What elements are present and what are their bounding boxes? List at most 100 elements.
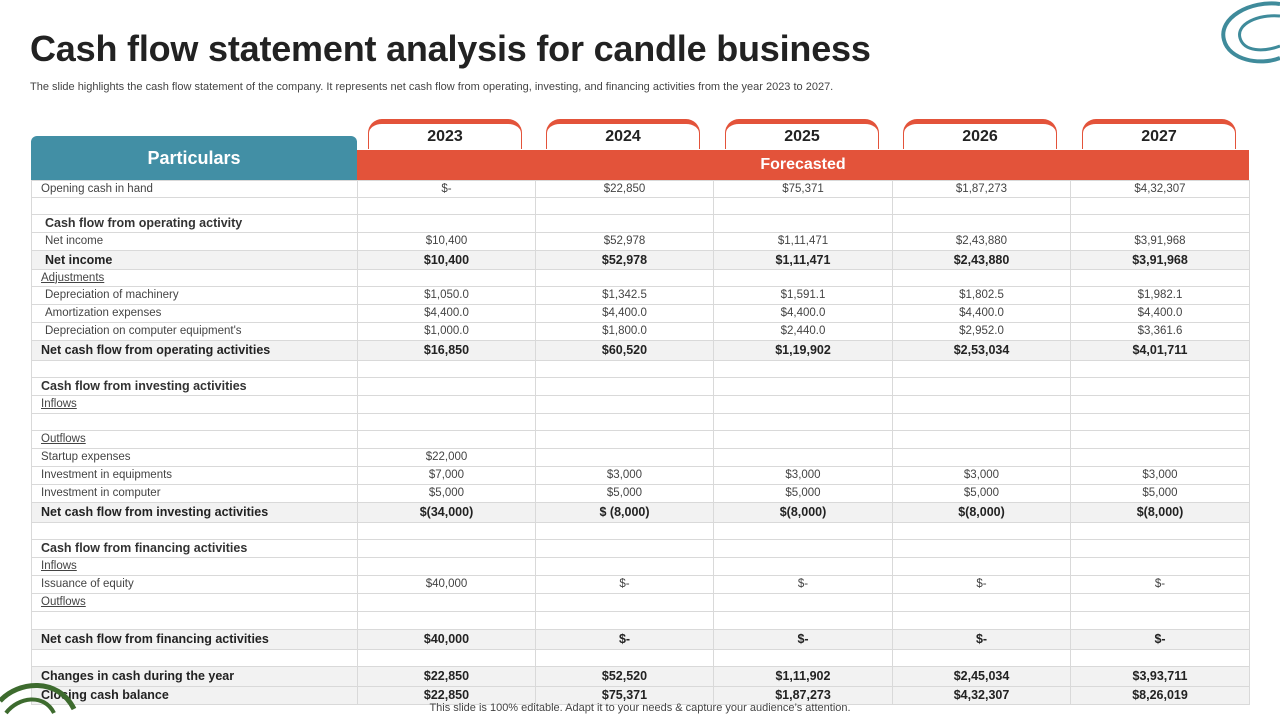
row-value-2027: $8,26,019 xyxy=(1070,686,1250,705)
table-row: Net cash flow from investing activities $… xyxy=(31,502,1250,523)
row-value-2024 xyxy=(535,522,714,540)
row-value-2023 xyxy=(357,593,536,612)
table-row: Adjustments xyxy=(31,269,1250,287)
year-header-2023: 2023 xyxy=(368,119,522,149)
row-label xyxy=(31,360,358,378)
row-value-2023 xyxy=(357,360,536,378)
row-value-2027: $3,000 xyxy=(1070,466,1250,485)
row-value-2023 xyxy=(357,539,536,558)
row-value-2027 xyxy=(1070,448,1250,467)
row-value-2025: $2,440.0 xyxy=(713,322,893,341)
row-value-2025: $1,11,471 xyxy=(713,250,893,270)
row-value-2027: $3,91,968 xyxy=(1070,250,1250,270)
row-value-2027: $- xyxy=(1070,575,1250,594)
row-value-2023: $10,400 xyxy=(357,250,536,270)
table-row: Inflows xyxy=(31,557,1250,576)
decorative-swirl-top-right xyxy=(1220,0,1280,75)
table-row xyxy=(31,522,1250,540)
row-value-2027 xyxy=(1070,649,1250,667)
row-value-2025 xyxy=(713,522,893,540)
row-value-2026: $2,53,034 xyxy=(892,340,1071,361)
row-value-2027 xyxy=(1070,611,1250,630)
row-value-2025: $3,000 xyxy=(713,466,893,485)
year-header-2025: 2025 xyxy=(725,119,879,149)
row-value-2027: $- xyxy=(1070,629,1250,650)
row-value-2025 xyxy=(713,214,893,233)
row-value-2026: $1,87,273 xyxy=(892,180,1071,198)
row-value-2023: $1,000.0 xyxy=(357,322,536,341)
row-value-2026: $- xyxy=(892,575,1071,594)
row-value-2024: $1,342.5 xyxy=(535,286,714,305)
row-value-2026 xyxy=(892,522,1071,540)
row-value-2024: $75,371 xyxy=(535,686,714,705)
row-value-2025: $- xyxy=(713,629,893,650)
row-value-2024: $5,000 xyxy=(535,484,714,503)
row-value-2023 xyxy=(357,197,536,215)
table-row: Cash flow from investing activities xyxy=(31,377,1250,396)
row-value-2024: $- xyxy=(535,575,714,594)
row-label: Changes in cash during the year xyxy=(31,666,358,687)
row-value-2024 xyxy=(535,430,714,449)
row-value-2026 xyxy=(892,593,1071,612)
row-value-2026 xyxy=(892,557,1071,576)
row-value-2026: $4,32,307 xyxy=(892,686,1071,705)
row-value-2023 xyxy=(357,522,536,540)
row-value-2023: $4,400.0 xyxy=(357,304,536,323)
table-row: Depreciation on computer equipment's $1,0… xyxy=(31,322,1250,341)
table-row: Cash flow from operating activity xyxy=(31,214,1250,233)
year-header-2027: 2027 xyxy=(1082,119,1236,149)
row-value-2023 xyxy=(357,214,536,233)
row-value-2023: $22,850 xyxy=(357,666,536,687)
row-value-2026 xyxy=(892,430,1071,449)
row-value-2025 xyxy=(713,269,893,287)
row-value-2027 xyxy=(1070,539,1250,558)
row-label: Net cash flow from investing activities xyxy=(31,502,358,523)
row-value-2024: $4,400.0 xyxy=(535,304,714,323)
row-value-2025 xyxy=(713,557,893,576)
row-value-2025 xyxy=(713,539,893,558)
row-value-2026: $4,400.0 xyxy=(892,304,1071,323)
row-value-2026 xyxy=(892,448,1071,467)
row-value-2027: $3,93,711 xyxy=(1070,666,1250,687)
table-row: Inflows xyxy=(31,395,1250,414)
table-row: Closing cash balance $22,850 $75,371 $1,87,… xyxy=(31,686,1250,705)
row-label: Inflows xyxy=(31,395,358,414)
row-value-2023: $7,000 xyxy=(357,466,536,485)
row-value-2026: $- xyxy=(892,629,1071,650)
row-label: Startup expenses xyxy=(31,448,358,467)
row-value-2027 xyxy=(1070,197,1250,215)
table-row: Issuance of equity $40,000 $- $- $- $- xyxy=(31,575,1250,594)
row-value-2026: $2,43,880 xyxy=(892,250,1071,270)
decorative-swirl-bottom-left xyxy=(0,679,80,720)
row-value-2025 xyxy=(713,430,893,449)
particulars-header: Particulars xyxy=(31,136,357,180)
row-label xyxy=(31,522,358,540)
row-value-2023: $(34,000) xyxy=(357,502,536,523)
table-row xyxy=(31,611,1250,630)
row-label: Net cash flow from financing activities xyxy=(31,629,358,650)
row-value-2024: $52,978 xyxy=(535,250,714,270)
row-label: Cash flow from operating activity xyxy=(31,214,358,233)
row-value-2023: $22,000 xyxy=(357,448,536,467)
table-row: Changes in cash during the year $22,850 $5… xyxy=(31,666,1250,687)
row-value-2025: $4,400.0 xyxy=(713,304,893,323)
row-value-2024 xyxy=(535,611,714,630)
row-value-2025: $- xyxy=(713,575,893,594)
row-value-2024 xyxy=(535,593,714,612)
row-value-2024 xyxy=(535,269,714,287)
table-row: Cash flow from financing activities xyxy=(31,539,1250,558)
row-value-2026 xyxy=(892,377,1071,396)
table-row: Net cash flow from operating activities $… xyxy=(31,340,1250,361)
row-label: Cash flow from financing activities xyxy=(31,539,358,558)
row-value-2024: $ (8,000) xyxy=(535,502,714,523)
table-row: Outflows xyxy=(31,593,1250,612)
row-value-2023 xyxy=(357,611,536,630)
row-value-2027: $4,400.0 xyxy=(1070,304,1250,323)
row-value-2024 xyxy=(535,448,714,467)
row-value-2026 xyxy=(892,649,1071,667)
row-value-2027 xyxy=(1070,430,1250,449)
row-value-2025 xyxy=(713,413,893,431)
row-value-2025 xyxy=(713,611,893,630)
row-value-2025: $1,11,902 xyxy=(713,666,893,687)
row-value-2025: $5,000 xyxy=(713,484,893,503)
